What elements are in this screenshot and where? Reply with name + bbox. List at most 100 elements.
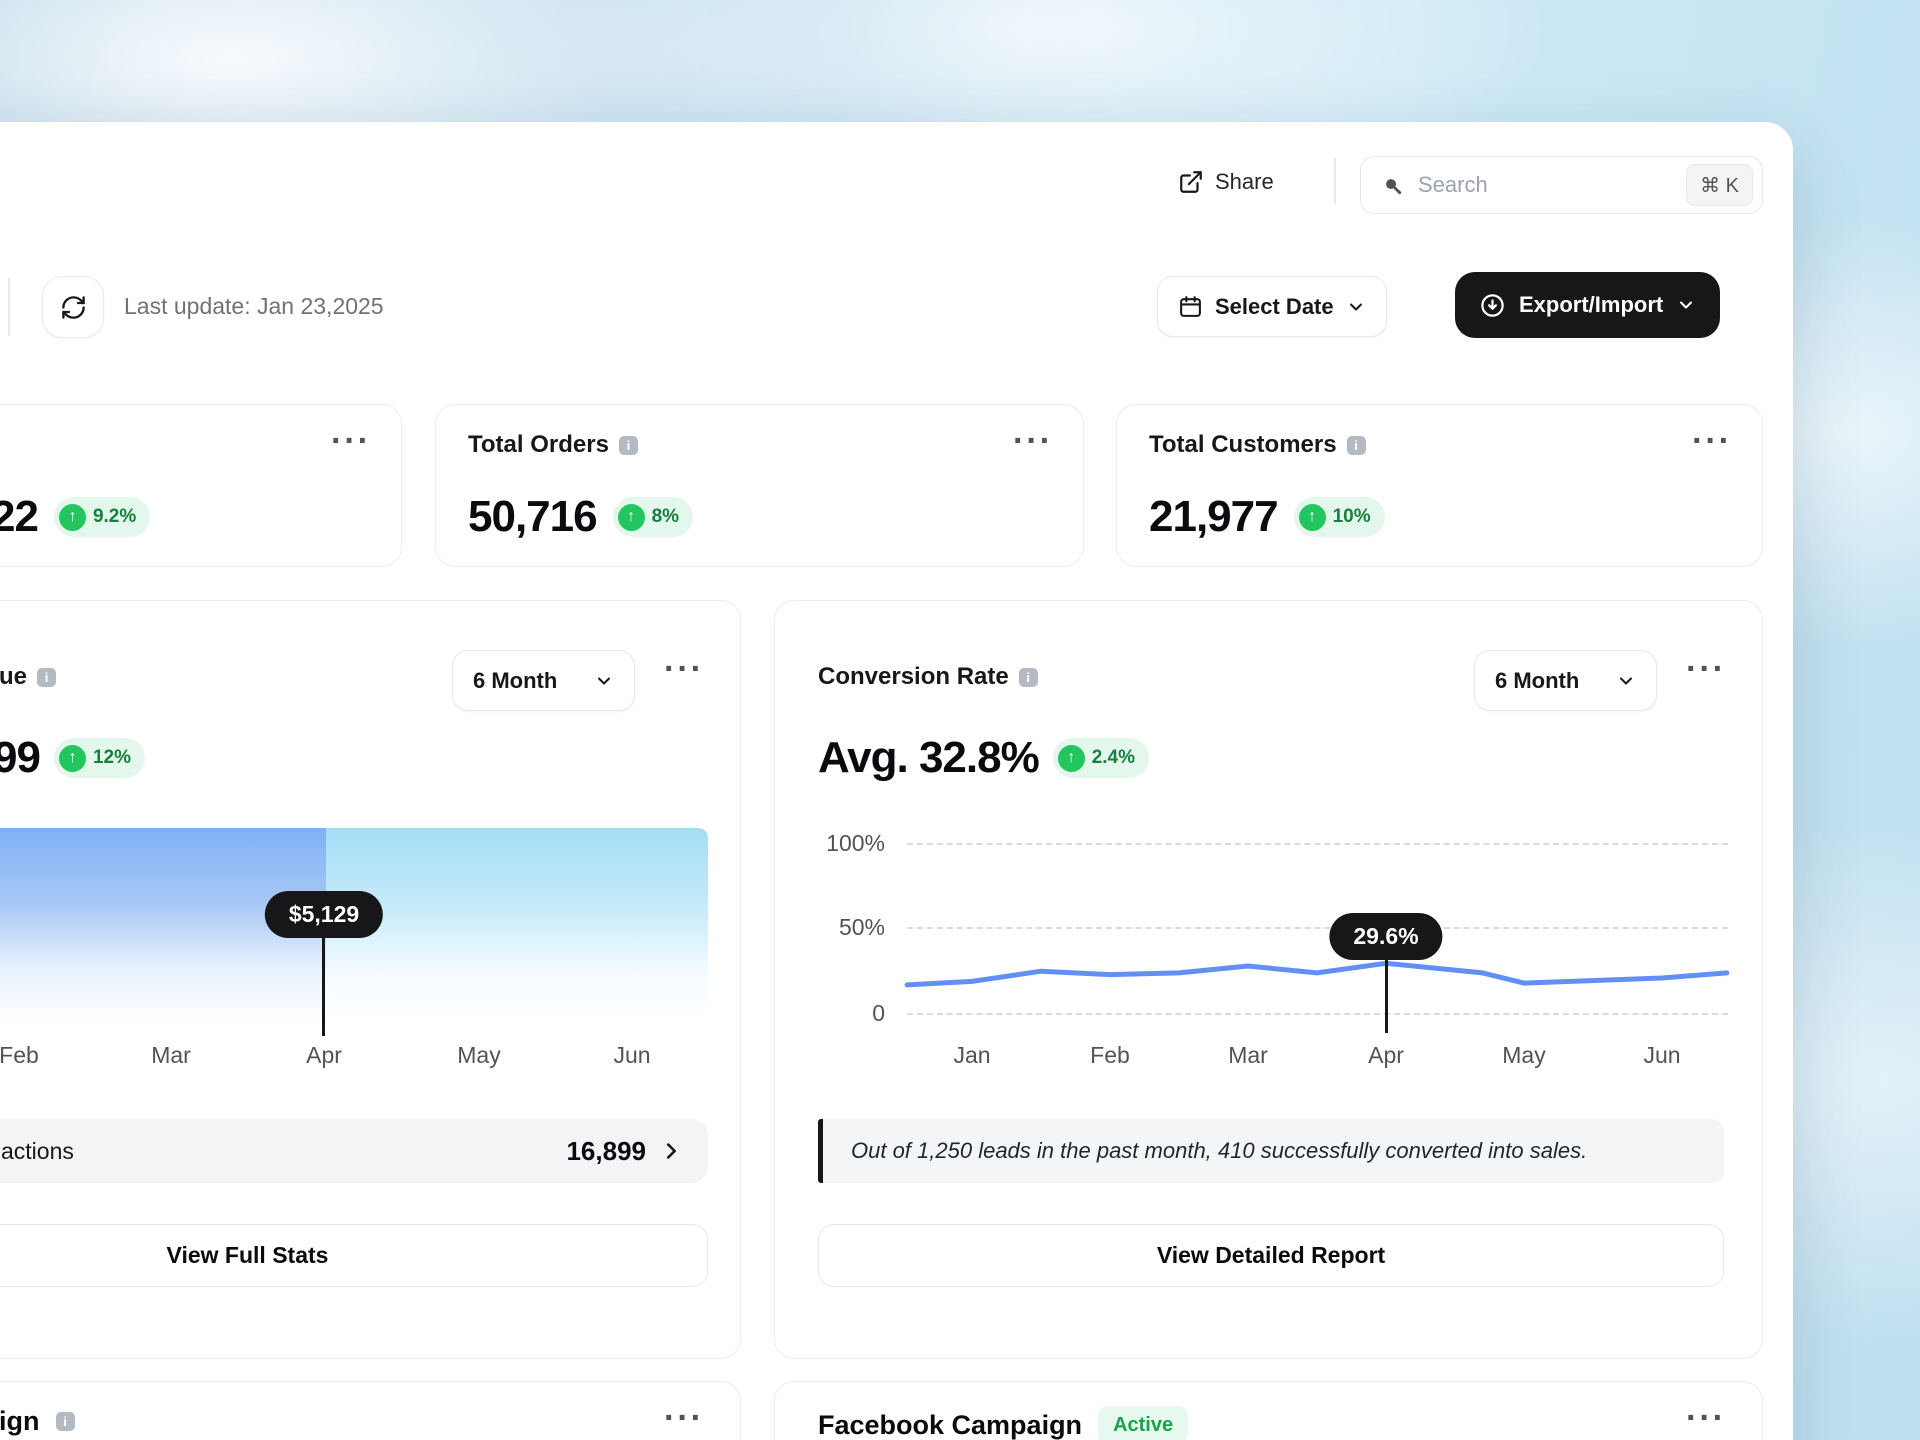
view-detailed-report-button[interactable]: View Detailed Report (818, 1224, 1724, 1287)
x-axis-label: Jun (613, 1042, 651, 1068)
ellipsis-icon: ··· (1692, 422, 1732, 460)
chevron-down-icon (1346, 297, 1366, 317)
ellipsis-icon: ··· (664, 1399, 704, 1437)
x-axis-label: Mar (151, 1042, 191, 1068)
chevron-down-icon (1616, 671, 1636, 691)
trend-badge: ↑ 2.4% (1052, 738, 1150, 778)
revenue-title: ue (0, 663, 28, 690)
stat-value: 22 (0, 492, 39, 541)
card-menu-button[interactable]: ··· (664, 1401, 704, 1435)
refresh-button[interactable] (42, 276, 104, 338)
facebook-campaign-card: Facebook Campaign Active ··· (774, 1381, 1763, 1440)
ellipsis-icon: ··· (331, 422, 371, 460)
gridline (907, 927, 1728, 929)
stat-card-partial: ··· 22 ↑ 9.2% (0, 404, 402, 567)
revenue-tooltip: $5,129 (264, 891, 384, 938)
gridline (907, 1013, 1728, 1015)
range-label: 6 Month (1495, 667, 1580, 693)
info-icon: i (37, 667, 57, 687)
ellipsis-icon: ··· (664, 650, 704, 688)
card-menu-button[interactable]: ··· (331, 424, 371, 458)
x-axis-label: May (457, 1042, 501, 1068)
trend-up-icon: ↑ (1057, 744, 1085, 772)
refresh-icon (60, 294, 87, 321)
card-menu-button[interactable]: ··· (1013, 424, 1053, 458)
chevron-right-icon (660, 1140, 682, 1162)
ellipsis-icon: ··· (1686, 650, 1726, 688)
status-badge: Active (1098, 1406, 1189, 1440)
y-axis-label: 0 (872, 1000, 885, 1026)
chevron-down-icon (594, 671, 614, 691)
card-menu-button[interactable]: ··· (1686, 652, 1726, 686)
card-menu-button[interactable]: ··· (1692, 424, 1732, 458)
conversion-note: Out of 1,250 leads in the past month, 41… (818, 1119, 1724, 1183)
stat-card-total-orders: ··· Total Orders i 50,716 ↑ 8% (435, 404, 1084, 567)
card-menu-button[interactable]: ··· (1686, 1401, 1726, 1435)
info-icon: i (618, 435, 638, 455)
stat-title: Total Customers (1149, 431, 1337, 458)
transactions-row[interactable]: actions 16,899 (0, 1119, 708, 1183)
conversion-note-text: Out of 1,250 leads in the past month, 41… (851, 1138, 1588, 1163)
chevron-down-icon (1676, 295, 1696, 315)
conversion-line-chart (904, 960, 1730, 988)
trend-up-icon: ↑ (58, 503, 86, 531)
y-axis-label: 100% (826, 830, 885, 856)
revenue-tooltip-line (322, 938, 325, 1036)
trend-value: 10% (1332, 506, 1371, 527)
x-axis-label: Jan (953, 1042, 991, 1068)
info-icon: i (1018, 667, 1038, 687)
share-button[interactable]: Share (1178, 160, 1274, 204)
stat-title: Total Orders (468, 431, 609, 458)
x-axis-label: Mar (1228, 1042, 1268, 1068)
x-axis-label: Jun (1643, 1042, 1681, 1068)
ellipsis-icon: ··· (1686, 1399, 1726, 1437)
x-axis-label: Feb (1090, 1042, 1130, 1068)
gridline (907, 843, 1728, 845)
ellipsis-icon: ··· (1013, 422, 1053, 460)
calendar-icon (1178, 294, 1203, 319)
range-select[interactable]: 6 Month (452, 650, 635, 711)
x-axis-label: Apr (306, 1042, 342, 1068)
conversion-tooltip: 29.6% (1329, 913, 1443, 960)
trend-badge: ↑ 8% (612, 497, 694, 537)
export-import-label: Export/Import (1519, 292, 1664, 317)
select-date-label: Select Date (1215, 293, 1334, 319)
revenue-area-light (326, 828, 708, 1036)
share-label: Share (1215, 169, 1274, 194)
export-import-button[interactable]: Export/Import (1455, 272, 1721, 338)
x-axis-label: Feb (0, 1042, 39, 1068)
stat-value: 21,977 (1149, 492, 1279, 541)
trend-value: 2.4% (1091, 747, 1136, 768)
trend-up-icon: ↑ (58, 744, 86, 772)
share-icon (1178, 169, 1204, 195)
revenue-value: 99 (0, 733, 41, 782)
export-download-icon (1479, 292, 1506, 319)
view-full-stats-button[interactable]: View Full Stats (0, 1224, 708, 1287)
conversion-tooltip-line (1384, 958, 1388, 1033)
conversion-average: Avg. 32.8% (818, 733, 1040, 782)
search-box[interactable]: ⌘ K (1360, 156, 1763, 214)
range-label: 6 Month (473, 667, 558, 693)
info-icon: i (55, 1412, 75, 1431)
stat-value: 50,716 (468, 492, 598, 541)
trend-up-icon: ↑ (617, 503, 645, 531)
info-icon: i (1346, 435, 1366, 455)
trend-value: 12% (92, 747, 131, 768)
x-axis-label: Apr (1368, 1042, 1404, 1068)
campaign-title: Facebook Campaign (818, 1409, 1083, 1440)
toolbar-divider (8, 278, 10, 336)
campaign-title: ign (0, 1406, 40, 1436)
revenue-card: ue i 6 Month ··· 99 ↑ 12% $5,129 Feb Mar… (0, 600, 741, 1359)
range-select[interactable]: 6 Month (1474, 650, 1657, 711)
card-menu-button[interactable]: ··· (664, 652, 704, 686)
last-update-text: Last update: Jan 23,2025 (124, 293, 384, 319)
trend-up-icon: ↑ (1298, 503, 1326, 531)
search-input[interactable] (1418, 172, 1673, 198)
conversion-title: Conversion Rate (818, 663, 1009, 690)
trend-badge: ↑ 10% (1293, 497, 1385, 537)
header-divider (1334, 158, 1336, 204)
transactions-value: 16,899 (566, 1135, 646, 1166)
select-date-button[interactable]: Select Date (1157, 276, 1387, 337)
transactions-label: actions (1, 1137, 74, 1164)
